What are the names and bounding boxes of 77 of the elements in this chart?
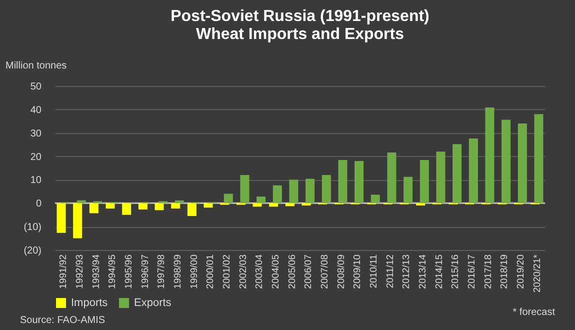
x-tick-label: 2019/20 <box>516 254 526 289</box>
bar <box>252 203 262 207</box>
bar <box>154 203 164 210</box>
x-tick-label: 1999/00 <box>188 254 200 289</box>
chart-title: Post-Soviet Russia (1991-present) Wheat Imports and Exports <box>170 8 430 43</box>
text: * forecast <box>512 307 556 318</box>
x-tick-label: 2007/08 <box>320 254 330 289</box>
source-note: Source: FAO-AMIS <box>20 315 106 326</box>
y-tick-label: 40 <box>30 104 42 116</box>
bar <box>485 108 494 204</box>
y-tick-label: 20 <box>30 152 42 163</box>
x-tick-label: 2001/02 <box>222 254 232 289</box>
bar <box>89 203 98 214</box>
x-tick-label: 2017/18 <box>482 254 494 289</box>
y-tick-label: 0 <box>36 198 42 210</box>
x-tick-label: 2015/16 <box>450 254 462 289</box>
bar <box>354 160 364 204</box>
bar <box>452 144 462 204</box>
x-tick-label: 1993/94 <box>90 254 102 289</box>
bar <box>73 203 82 238</box>
x-tick-label: 2010/11 <box>368 254 380 288</box>
legend-label: Imports <box>71 297 108 309</box>
bar <box>224 194 233 204</box>
bar <box>502 120 511 204</box>
x-tick-label: 2004/05 <box>270 254 282 289</box>
bar <box>338 160 348 204</box>
bar <box>171 203 180 209</box>
bar <box>256 196 266 204</box>
x-tick-label: 2020/21* <box>532 254 543 293</box>
bar <box>518 123 527 204</box>
x-tick-label: 2012/13 <box>401 254 412 289</box>
bar <box>404 176 413 204</box>
x-tick-label: 1998/99 <box>172 254 184 289</box>
x-tick-label: 1997/98 <box>156 254 168 289</box>
x-tick-label: 2000/01 <box>205 254 216 289</box>
x-tick-label: 2011/12 <box>384 254 396 288</box>
bar <box>420 160 429 204</box>
x-tick-label: 2008/09 <box>336 254 347 289</box>
y-tick-label: 50 <box>30 82 42 92</box>
bar <box>204 203 213 208</box>
bar <box>370 194 380 204</box>
x-tick-label: 2003/04 <box>254 254 266 289</box>
legend-label: Exports <box>134 297 172 309</box>
y-tick-label: 30 <box>30 128 42 140</box>
bar <box>306 178 315 204</box>
x-tick-label: 1995/96 <box>124 254 134 289</box>
x-tick-label: 2018/19 <box>499 254 510 289</box>
bar <box>436 152 446 204</box>
bar <box>138 203 148 210</box>
bar <box>187 203 196 216</box>
x-tick-label: 2006/07 <box>303 254 314 289</box>
bar <box>534 114 544 204</box>
y-tick-label: 10 <box>30 175 42 186</box>
x-tick-label: 2002/03 <box>238 254 249 289</box>
x-tick-label: 2016/17 <box>466 254 478 289</box>
x-tick-label: 1992/93 <box>74 254 86 289</box>
x-tick-label: 2005/06 <box>286 254 298 289</box>
x-tick-label: 1996/97 <box>140 254 151 289</box>
x-tick-label: 1994/95 <box>107 254 118 289</box>
bar <box>240 175 250 204</box>
bar <box>289 180 298 204</box>
y-axis-title: Million tonnes <box>6 60 67 72</box>
y-tick-label: (10) <box>24 222 42 234</box>
y-tick-label: (20) <box>24 246 42 256</box>
bar <box>106 203 115 209</box>
bar <box>272 185 282 204</box>
bar <box>56 203 66 233</box>
bar <box>387 152 396 204</box>
x-tick-label: 2014/15 <box>434 254 445 289</box>
bar <box>322 175 331 204</box>
x-tick-label: 2013/14 <box>418 254 428 289</box>
bar <box>269 203 278 207</box>
x-tick-label: 1991/92 <box>58 254 70 289</box>
bar <box>468 138 478 204</box>
bar <box>285 203 294 206</box>
x-tick-label: 2009/10 <box>352 254 364 289</box>
bar <box>122 203 132 215</box>
